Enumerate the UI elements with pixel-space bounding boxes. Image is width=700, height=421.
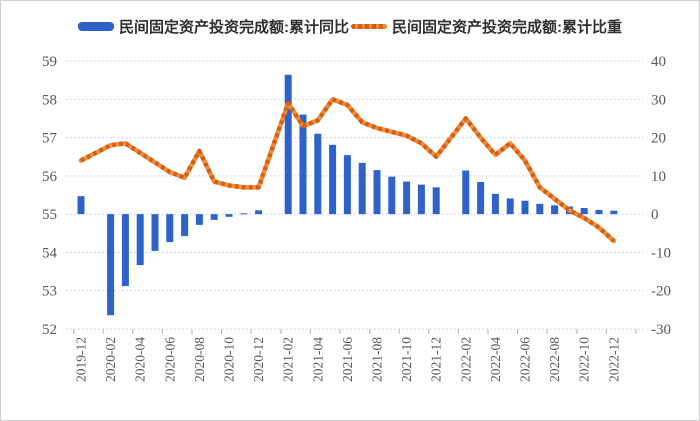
x-axis-label: 2021-10 [399, 337, 414, 382]
x-axis-label: 2022-08 [547, 337, 562, 382]
bar-2022-11 [595, 209, 603, 215]
x-axis-label: 2022-02 [458, 337, 473, 382]
bar-2022-03 [477, 181, 485, 215]
bar-2020-05 [151, 214, 159, 251]
legend-label-line-series: 民间固定资产投资完成额:累计比重 [392, 19, 622, 36]
bar-2022-07 [536, 203, 544, 215]
left-axis-tick-label: 52 [42, 322, 57, 338]
x-axis-label: 2020-04 [133, 337, 148, 382]
x-axis-label: 2020-08 [192, 337, 207, 382]
bar-2019-12 [77, 196, 85, 215]
bar-2021-05 [329, 144, 337, 215]
x-axis-label: 2021-06 [340, 337, 355, 382]
bar-2020-03 [121, 214, 129, 287]
left-axis-tick-label: 59 [42, 54, 57, 70]
legend-label-bar-series: 民间固定资产投资完成额:累计同比 [119, 19, 349, 36]
x-axis-label: 2019-12 [74, 337, 89, 382]
left-axis-tick-label: 54 [42, 245, 58, 261]
x-axis-label: 2021-08 [370, 337, 385, 382]
bar-2020-07 [181, 214, 189, 236]
left-axis-tick-label: 56 [42, 169, 58, 185]
bar-2022-06 [521, 200, 529, 215]
bar-2022-08 [551, 205, 559, 215]
legend-item-line-series: 民间固定资产投资完成额:累计比重 [349, 16, 622, 37]
bar-2021-11 [417, 184, 425, 215]
bar-2020-10 [225, 214, 233, 217]
bar-2021-09 [388, 176, 396, 215]
x-axis-label: 2021-02 [281, 337, 296, 382]
bar-2021-06 [343, 155, 351, 215]
x-axis-label: 2022-06 [518, 337, 533, 382]
bar-2022-05 [506, 198, 514, 215]
right-axis-tick-label: -20 [651, 284, 671, 300]
bar-2022-04 [491, 193, 499, 215]
bar-2020-08 [195, 214, 203, 225]
left-axis-tick-label: 53 [42, 284, 57, 300]
x-axis-label: 2022-04 [488, 337, 503, 382]
right-axis-tick-label: -30 [651, 322, 671, 338]
x-axis-label: 2021-04 [310, 337, 325, 382]
chart-legend: 民间固定资产投资完成额:累计同比 民间固定资产投资完成额:累计比重 [1, 16, 699, 37]
right-axis-tick-label: 10 [651, 169, 666, 185]
bar-2021-07 [358, 162, 366, 215]
left-axis-tick-label: 55 [42, 207, 57, 223]
bar-2021-10 [403, 181, 411, 215]
legend-item-bar-series: 民间固定资产投资完成额:累计同比 [78, 16, 349, 37]
line-series-swatch-icon [351, 24, 387, 29]
x-axis-label: 2021-12 [429, 337, 444, 382]
right-axis-tick-label: 0 [651, 207, 659, 223]
right-axis-tick-label: 40 [651, 54, 666, 70]
bar-2022-02 [462, 170, 470, 215]
bar-2020-02 [107, 214, 115, 316]
bar-2021-12 [432, 187, 440, 215]
left-axis-tick-label: 57 [42, 131, 58, 147]
right-axis-tick-label: 20 [651, 131, 666, 147]
bar-2020-11 [240, 213, 248, 215]
bar-series-swatch-icon [78, 22, 114, 31]
bar-2020-04 [136, 214, 144, 266]
bar-2022-12 [610, 210, 618, 215]
bar-2021-08 [373, 170, 381, 215]
x-axis-label: 2020-02 [103, 337, 118, 382]
bar-2022-10 [580, 208, 588, 215]
x-axis-label: 2020-06 [162, 337, 177, 382]
line-series-dash-overlay [79, 97, 616, 243]
x-axis-label: 2020-10 [222, 337, 237, 382]
bar-2021-02 [284, 74, 292, 215]
right-axis-tick-label: -10 [651, 245, 671, 261]
x-axis-label: 2020-12 [251, 337, 266, 382]
bar-2020-12 [255, 210, 263, 215]
bar-2020-09 [210, 214, 218, 220]
bar-2021-04 [314, 133, 322, 215]
right-axis-tick-label: 30 [651, 92, 666, 108]
bar-2021-03 [299, 114, 307, 215]
x-axis-label: 2022-10 [577, 337, 592, 382]
left-axis-tick-label: 58 [42, 92, 57, 108]
bar-2020-06 [166, 214, 174, 243]
x-axis-label: 2022-12 [606, 337, 621, 382]
